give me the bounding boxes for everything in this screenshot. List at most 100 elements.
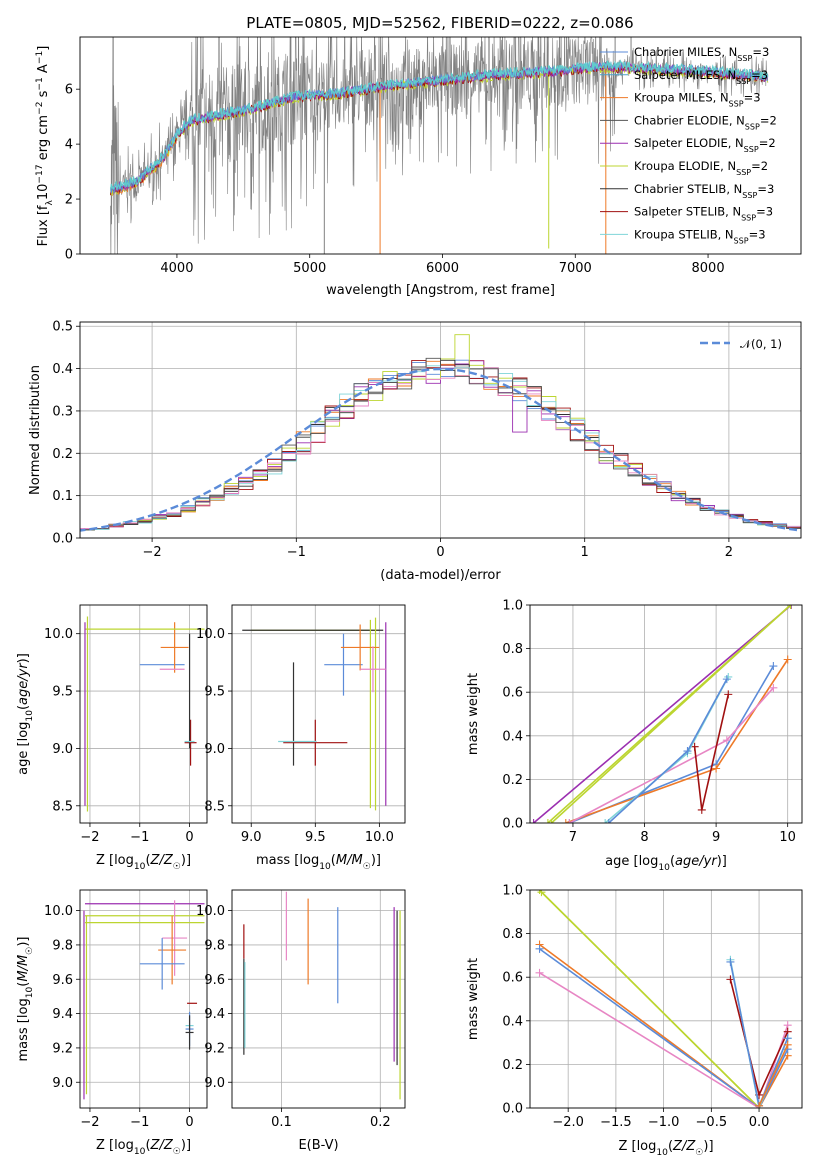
x-axis-label-part: age/yr [675, 854, 718, 869]
x-axis-label-part: ( [668, 1139, 673, 1154]
y-tick-label: 9.0 [52, 1076, 73, 1091]
x-tick-label: 2 [725, 545, 733, 560]
figure-title: PLATE=0805, MJD=52562, FIBERID=0222, z=0… [246, 14, 633, 32]
cumulative-line [569, 687, 774, 823]
y-tick-label: 9.8 [52, 938, 73, 953]
cumulative-point [769, 662, 778, 671]
y-tick-label: 0.4 [502, 729, 523, 744]
panel-mass-vs-z: −2 −1 09.09.29.49.69.810.0Z [log10(Z/Z☉)]m… [16, 889, 208, 1157]
plot-area [83, 900, 205, 1100]
axes-frame [231, 889, 406, 1109]
axes: 4000 5000 6000 7000 8000 0 2 4 6 [65, 83, 725, 276]
legend-entry-part: SSP [745, 122, 760, 131]
x-axis-label-part: ☉ [695, 1148, 703, 1158]
plot-area [109, 37, 769, 254]
y-axis-label-part: age [ [16, 741, 31, 774]
x-axis-label: E(B-V) [298, 1138, 338, 1153]
cumulative-point [724, 672, 733, 681]
y-tick-label: 9.2 [52, 1041, 73, 1056]
x-axis-label: (data-model)/error [380, 568, 501, 583]
axes: −2 −1 0 8.5 9.0 9.5 10.0 [44, 627, 194, 845]
cumulative-point [786, 605, 795, 609]
cumulative-point [604, 819, 613, 823]
axes: −2.0 −1.5 −1.0 −0.5 0.0 0.0 0.2 0.4 0.6 0.8 1.0 [502, 884, 769, 1131]
x-tick-label: 9.5 [305, 830, 326, 845]
plot-area [535, 890, 792, 1108]
panel-cumulative-mass-weight-vs-z: −2.0 −1.5 −1.0 −0.5 0.0 0.0 0.2 0.4 0.6 0.8 1.0 Z [… [466, 884, 803, 1158]
y-axis-label-part: Flux [f [36, 205, 51, 246]
cumulative-line [758, 1044, 789, 1107]
axes-frame [231, 604, 406, 824]
plot-area [242, 617, 387, 811]
x-axis-label-part: ( [145, 1138, 150, 1153]
cumulative-point [565, 819, 574, 823]
cumulative-line [533, 605, 792, 823]
x-axis-label: age [log10(age/yr)] [605, 854, 727, 873]
axes: 0.1 0.2 9.0 9.2 9.4 9.6 9.8 10.0 [196, 904, 391, 1130]
y-axis-label-part: erg cm [36, 115, 51, 164]
y-axis-label: age [log10(age/yr)] [16, 653, 35, 775]
legend-entry-part: =2 [760, 113, 777, 127]
cumulative-point [683, 747, 692, 756]
x-axis-label-part: log [299, 853, 319, 868]
y-tick-label: 0.2 [502, 1058, 523, 1073]
y-axis-label-part: log [16, 722, 31, 742]
cumulative-point [535, 944, 544, 953]
cumulative-point [755, 1101, 764, 1108]
axes: 9.0 9.5 10.0 8.5 9.0 9.5 10.0 [196, 627, 394, 845]
y-tick-label: 0.8 [502, 927, 523, 942]
x-axis-label-part: age [ [605, 854, 638, 869]
y-axis-label-part: ☉ [25, 947, 35, 955]
y-axis-label-part: log [16, 998, 31, 1018]
x-axis-label-part: log [637, 1139, 657, 1154]
x-axis-label-part: log [639, 854, 659, 869]
x-axis-label-part: Z [ [618, 1139, 636, 1154]
y-tick-label: 0.0 [502, 1102, 523, 1117]
y-axis-label-part: s [36, 90, 51, 101]
plot-area [243, 891, 401, 1100]
cumulative-point [726, 957, 735, 966]
y-axis-label-part: )] [16, 653, 31, 663]
x-tick-label: 8000 [692, 261, 725, 276]
cumulative-point [543, 819, 552, 823]
x-axis-label-part: Z/Z [672, 1139, 696, 1154]
x-axis-label-part: log [114, 853, 134, 868]
cumulative-point [787, 605, 796, 609]
y-tick-label: 10.0 [196, 627, 225, 642]
legend-entry: Kroupa MILES, NSSP=3 [634, 91, 761, 109]
x-axis-label: Z [log10(Z/Z☉)] [618, 1139, 713, 1158]
legend-entry-part: SSP [741, 213, 756, 222]
cumulative-point [690, 742, 699, 751]
x-axis-label-part: 10 [656, 1148, 668, 1158]
x-tick-label: 0 [436, 545, 444, 560]
legend-entry-part: Kroupa STELIB, N [634, 227, 734, 241]
panel-mass-vs-e-b-v-: 0.1 0.2 9.0 9.2 9.4 9.6 9.8 10.0 E(B-V) [196, 889, 406, 1153]
y-axis-label-part: ( [16, 982, 31, 987]
legend-entry-part: Kroupa MILES, N [634, 91, 729, 105]
x-tick-label: −2.0 [552, 1115, 584, 1130]
axes: −2 −1 0 9.0 9.2 9.4 9.6 9.8 10.0 [44, 904, 194, 1130]
y-axis-label-part: −1 [35, 77, 45, 90]
x-tick-label: −2 [143, 545, 162, 560]
x-axis-label: wavelength [Angstrom, rest frame] [326, 283, 555, 298]
y-tick-label: 9.6 [52, 973, 73, 988]
cumulative-point [601, 819, 610, 823]
plot-area [84, 616, 205, 812]
legend-entry: Chabrier STELIB, NSSP=3 [634, 182, 774, 200]
observed-spectrum [110, 37, 769, 254]
legend: 𝒩(0, 1) [700, 337, 782, 351]
axes-frame [79, 604, 208, 824]
legend-entry-part: Salpeter MILES, N [634, 68, 736, 82]
y-tick-label: 0.6 [502, 686, 523, 701]
legend-entry-part: SSP [736, 168, 751, 177]
x-tick-label: 0 [185, 1115, 193, 1130]
cumulative-point [537, 890, 546, 897]
x-axis-label-part: M/M [336, 853, 363, 868]
axes: 7 8 9 10 0.0 0.2 0.4 0.6 0.8 1.0 [502, 599, 796, 846]
y-axis-label-part: 10 [36, 184, 51, 201]
x-tick-label: −0.5 [696, 1115, 728, 1130]
model-fit [109, 59, 769, 191]
y-axis-label-part: λ [45, 200, 55, 206]
